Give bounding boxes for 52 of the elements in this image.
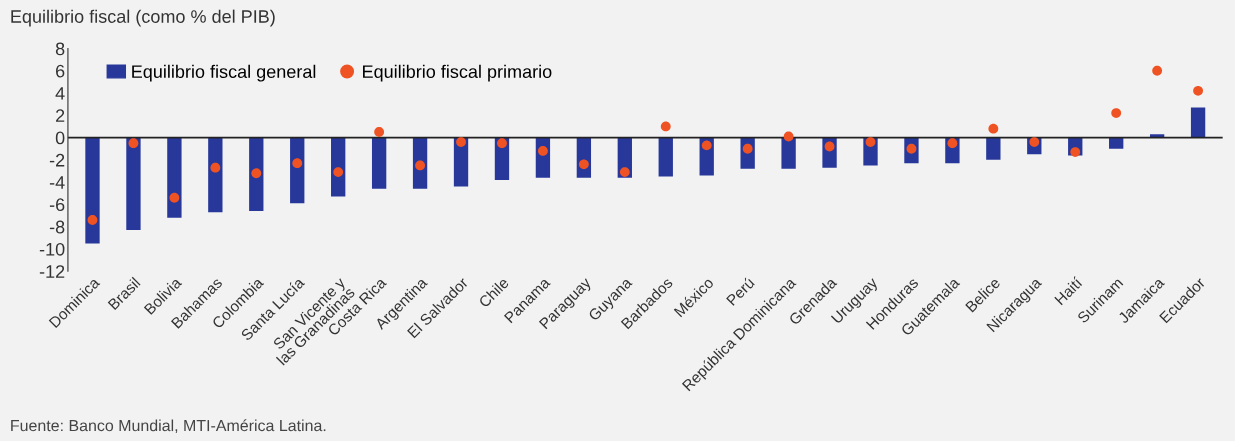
y-tick-label: 6 <box>56 64 65 78</box>
point <box>701 140 712 151</box>
point <box>1152 65 1163 76</box>
point <box>578 159 589 170</box>
point <box>292 158 303 169</box>
point <box>538 146 548 156</box>
y-tick-label: 8 <box>55 42 65 56</box>
bar <box>167 137 182 218</box>
legend-label: Equilibrio fiscal primario <box>363 64 552 82</box>
point <box>619 167 630 178</box>
bar <box>290 137 305 204</box>
bar <box>249 137 264 212</box>
point <box>415 160 425 171</box>
bar <box>208 137 223 213</box>
bar <box>1190 107 1206 138</box>
point <box>374 127 385 137</box>
point <box>333 167 344 178</box>
point <box>497 138 507 149</box>
bar <box>331 137 346 197</box>
bar <box>1109 137 1124 149</box>
source-note: Fuente: Banco Mundial, MTI-América Latina. <box>11 419 326 434</box>
y-tick-label: -8 <box>49 220 65 234</box>
bar <box>781 137 796 169</box>
y-axis-title: Equilibrio fiscal (como % del PIB) <box>11 9 275 27</box>
bar <box>126 137 141 231</box>
point <box>456 137 466 147</box>
point <box>865 137 876 147</box>
point <box>210 162 221 173</box>
y-tick-label: 0 <box>55 131 65 145</box>
y-tick-label: -4 <box>49 176 65 189</box>
point <box>128 138 139 149</box>
point <box>824 141 835 152</box>
point <box>87 215 98 225</box>
y-tick-label: 2 <box>56 109 65 122</box>
point <box>251 168 262 179</box>
point <box>947 138 958 149</box>
y-tick-label: 4 <box>55 87 65 100</box>
point <box>783 131 794 142</box>
bar <box>986 137 1001 160</box>
y-tick-label: -10 <box>39 242 65 256</box>
point <box>169 192 180 203</box>
bar <box>85 137 100 244</box>
y-tick-label: -6 <box>49 198 65 212</box>
y-tick-label: -2 <box>49 153 65 167</box>
y-tick-label: -12 <box>39 265 65 278</box>
point <box>988 123 999 134</box>
point <box>660 121 671 132</box>
bar <box>658 137 673 177</box>
bar <box>371 137 387 189</box>
point <box>1193 85 1203 96</box>
point <box>1111 108 1122 118</box>
legend-label: Equilibrio fiscal general <box>132 64 316 82</box>
